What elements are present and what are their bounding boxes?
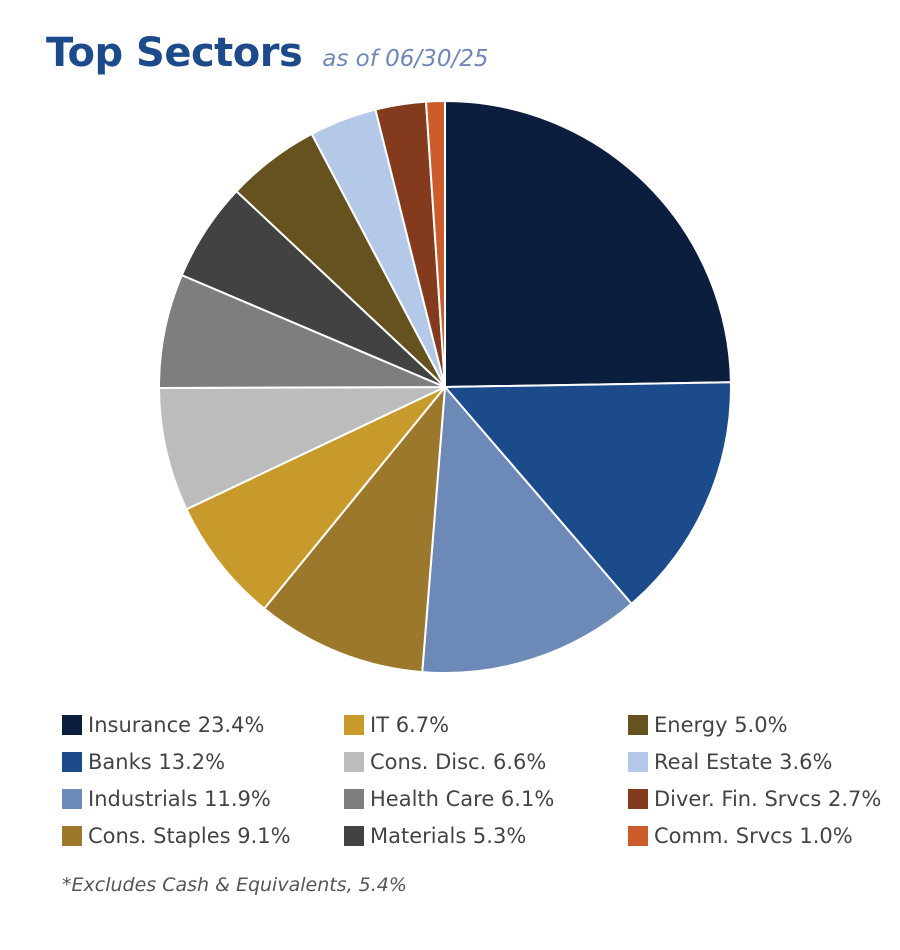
- chart-subtitle: as of 06/30/25: [322, 46, 489, 72]
- chart-footnote: *Excludes Cash & Equivalents, 5.4%: [62, 874, 407, 896]
- legend-item: Energy 5.0%: [628, 710, 788, 740]
- legend-swatch: [628, 752, 648, 772]
- chart-header: Top Sectors as of 06/30/25: [46, 30, 488, 76]
- legend-label: Banks 13.2%: [88, 750, 226, 774]
- chart-legend: Insurance 23.4% Banks 13.2% Industrials 11…: [62, 710, 892, 870]
- legend-swatch: [62, 752, 82, 772]
- pie-slice-cons-staples: [263, 386, 446, 674]
- legend-label: Comm. Srvcs 1.0%: [654, 824, 853, 848]
- legend-item: Materials 5.3%: [344, 821, 526, 851]
- pie-slice-insurance: [444, 100, 732, 388]
- legend-item: Cons. Staples 9.1%: [62, 821, 291, 851]
- legend-swatch: [628, 789, 648, 809]
- legend-item: Banks 13.2%: [62, 747, 225, 777]
- legend-swatch: [344, 752, 364, 772]
- legend-swatch: [344, 789, 364, 809]
- legend-swatch: [62, 826, 82, 846]
- legend-label: Diver. Fin. Srvcs 2.7%: [654, 787, 882, 811]
- legend-label: Cons. Disc. 6.6%: [370, 750, 547, 774]
- legend-swatch: [344, 826, 364, 846]
- legend-swatch: [628, 715, 648, 735]
- legend-label: Cons. Staples 9.1%: [88, 824, 291, 848]
- legend-swatch: [628, 826, 648, 846]
- legend-item: IT 6.7%: [344, 710, 449, 740]
- legend-item: Cons. Disc. 6.6%: [344, 747, 546, 777]
- chart-title: Top Sectors: [46, 30, 303, 76]
- legend-label: Materials 5.3%: [370, 824, 527, 848]
- legend-item: Real Estate 3.6%: [628, 747, 832, 777]
- legend-swatch: [62, 789, 82, 809]
- pie-slice-banks: [444, 381, 732, 605]
- pie-slice-industrials: [421, 386, 633, 674]
- legend-label: IT 6.7%: [370, 713, 450, 737]
- legend-item: Health Care 6.1%: [344, 784, 554, 814]
- legend-label: Energy 5.0%: [654, 713, 788, 737]
- pie-chart: [157, 100, 732, 674]
- pie-slice-it: [185, 386, 446, 610]
- legend-label: Real Estate 3.6%: [654, 750, 833, 774]
- legend-label: Health Care 6.1%: [370, 787, 555, 811]
- pie-slice-comm-srvcs: [425, 100, 446, 388]
- pie-slice-health-care: [157, 274, 446, 389]
- legend-item: Diver. Fin. Srvcs 2.7%: [628, 784, 881, 814]
- legend-swatch: [344, 715, 364, 735]
- legend-swatch: [62, 715, 82, 735]
- legend-item: Comm. Srvcs 1.0%: [628, 821, 853, 851]
- pie-slice-cons-disc: [158, 386, 446, 511]
- legend-label: Industrials 11.9%: [88, 787, 271, 811]
- legend-item: Insurance 23.4%: [62, 710, 264, 740]
- legend-label: Insurance 23.4%: [88, 713, 265, 737]
- legend-item: Industrials 11.9%: [62, 784, 271, 814]
